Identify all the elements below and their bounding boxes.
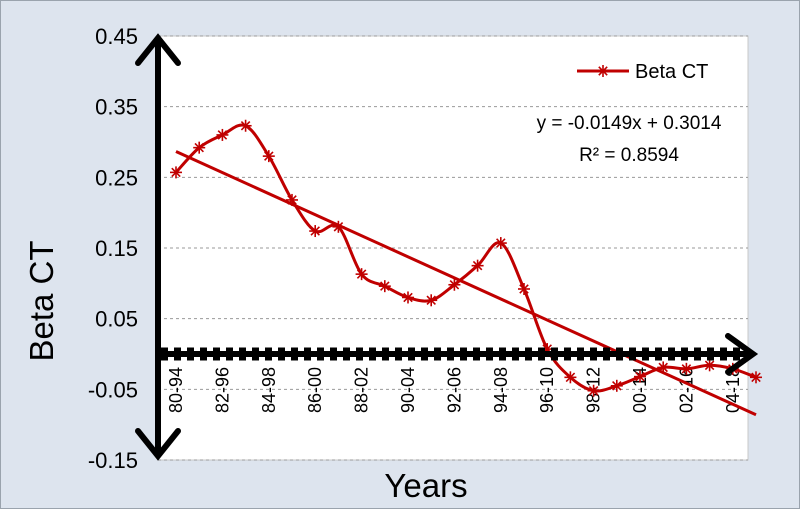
data-point [378,280,391,293]
y-tick-label: -0.15 [88,448,138,473]
x-tick-label: 80-94 [166,367,186,413]
x-tick-label: 90-04 [398,367,418,413]
trendline-line [175,150,757,417]
data-point [518,282,530,295]
data-point [170,166,182,179]
data-point [193,141,206,154]
trendline [175,150,757,417]
x-tick-labels: 80-94 82-96 84-98 86-00 88-02 90-04 92-06 94-08… [166,367,743,413]
y-tick-label: 0.25 [95,165,138,190]
y-tick-label: 0.35 [95,95,138,120]
data-point [597,65,609,77]
data-point [564,371,577,384]
data-point [680,362,693,375]
trendline-r-squared: R² = 0.8594 [579,145,679,166]
legend-label: Beta CT [635,61,708,83]
y-tick-label: 0.15 [95,236,138,261]
x-axis-arrow [725,333,759,375]
data-point [355,268,368,281]
data-point [634,370,646,383]
trendline-equation: y = -0.0149x + 0.3014 [537,113,722,134]
x-axis-title: Years [384,467,467,504]
legend: Beta CT [577,61,708,83]
y-tick-label: 0.45 [95,24,138,49]
gridlines [158,35,748,461]
x-tick-label: 82-96 [212,367,232,413]
data-point [216,128,229,141]
data-point [703,359,716,372]
y-axis-arrow-down [135,428,181,461]
x-tick-label: 92-06 [444,367,464,413]
data-point [309,225,322,238]
series-beta-ct [170,119,762,397]
data-point [471,259,484,272]
data-point [402,291,414,304]
y-tick-label: -0.05 [88,377,138,402]
x-tick-label: 84-98 [259,367,279,413]
x-tick-label: 86-00 [305,367,325,413]
data-point [239,119,252,132]
y-tick-label: 0.05 [95,307,138,332]
x-tick-label: 02-16 [676,367,696,413]
x-tick-label: 96-10 [537,367,557,413]
data-point [587,384,600,397]
legend-marker [597,65,609,77]
y-axis-title: Beta CT [23,240,60,361]
x-tick-label: 94-08 [491,367,511,413]
y-tick-labels: 0.45 0.35 0.25 0.15 0.05 -0.05 -0.15 [88,24,138,473]
data-point [262,150,275,163]
data-point [494,237,507,250]
axes [135,33,759,461]
data-point [448,278,461,291]
x-tick-label: 88-02 [352,367,372,413]
y-axis-arrow-up [135,33,181,66]
data-point [425,294,438,307]
data-point [610,379,623,392]
data-point [750,371,762,384]
